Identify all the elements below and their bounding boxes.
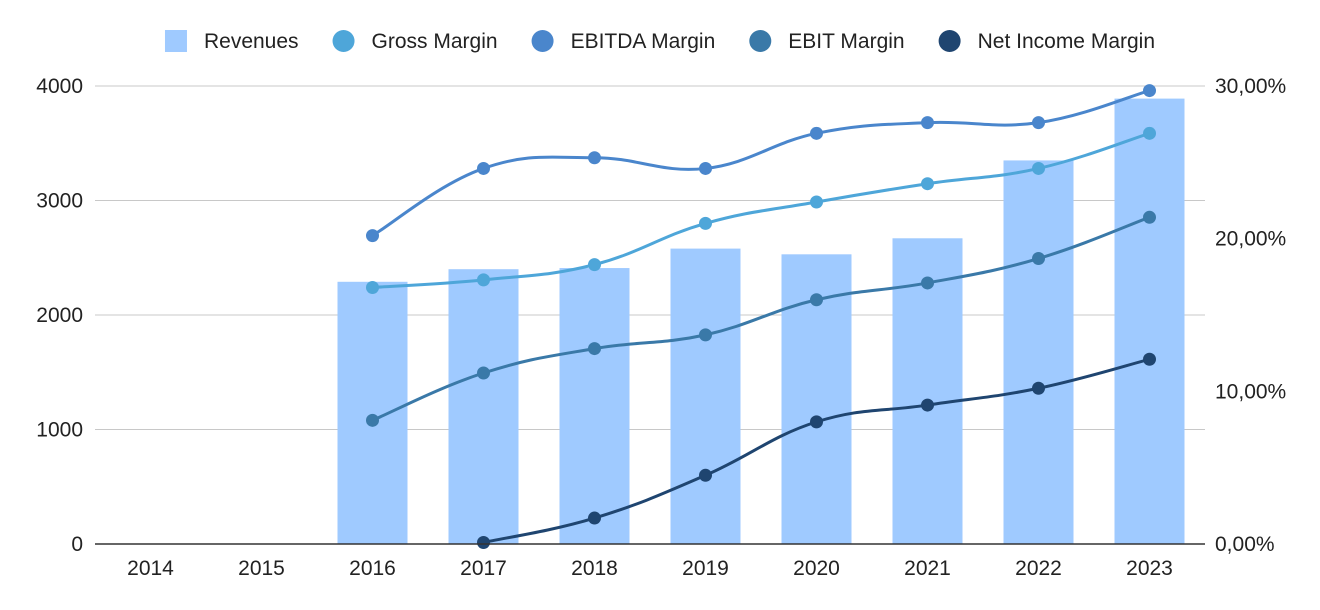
x-tick-label: 2016: [349, 557, 396, 580]
x-tick-label: 2022: [1015, 557, 1062, 580]
point-ebitda-margin-2018: [588, 151, 601, 165]
axes: 0 1000 2000 3000 4000 0,00% 10,00% 20,00% 30,00%…: [36, 75, 1286, 580]
point-ebitda-margin-2021: [921, 116, 934, 130]
y-left-tick-label: 3000: [36, 190, 83, 213]
point-ebitda-margin-2016: [366, 229, 379, 243]
point-ebit-margin-2021: [921, 276, 934, 290]
point-gross-margin-2023: [1143, 126, 1156, 140]
point-ebitda-margin-2022: [1032, 116, 1045, 130]
legend-swatch: [749, 30, 772, 52]
legend-item-gross-margin[interactable]: Gross Margin: [332, 30, 498, 53]
legend-label: EBIT Margin: [788, 30, 904, 53]
bar-revenues-2022: [1003, 160, 1074, 545]
legend-label: EBITDA Margin: [571, 30, 716, 53]
bar-revenues-2016: [337, 281, 408, 544]
point-net-income-margin-2019: [699, 468, 712, 482]
point-gross-margin-2017: [477, 273, 490, 287]
y-left-tick-label: 4000: [36, 75, 83, 98]
point-ebitda-margin-2017: [477, 161, 490, 175]
x-tick-label: 2017: [460, 557, 507, 580]
x-tick-label: 2019: [682, 557, 729, 580]
y-right-tick-label: 30,00%: [1215, 75, 1286, 98]
point-gross-margin-2018: [588, 258, 601, 272]
bar-revenues-2018: [559, 268, 630, 544]
point-gross-margin-2020: [810, 195, 823, 209]
x-tick-label: 2014: [127, 557, 174, 580]
point-ebit-margin-2019: [699, 328, 712, 342]
x-tick-label: 2015: [238, 557, 285, 580]
legend: Revenues Gross Margin EBITDA Margin EBIT Ma…: [164, 30, 1155, 53]
point-gross-margin-2019: [699, 216, 712, 230]
y-left-tick-label: 1000: [36, 419, 83, 442]
point-net-income-margin-2018: [588, 511, 601, 525]
legend-item-ebit-margin[interactable]: EBIT Margin: [749, 30, 905, 53]
point-ebit-margin-2023: [1143, 210, 1156, 224]
x-tick-label: 2023: [1126, 557, 1173, 580]
point-ebit-margin-2018: [588, 342, 601, 356]
x-tick-label: 2021: [904, 557, 951, 580]
point-ebitda-margin-2020: [810, 126, 823, 140]
y-right-tick-label: 10,00%: [1215, 380, 1286, 403]
point-gross-margin-2021: [921, 177, 934, 191]
point-net-income-margin-2017: [477, 535, 490, 549]
y-right-tick-label: 20,00%: [1215, 228, 1286, 251]
x-tick-label: 2018: [571, 557, 618, 580]
legend-swatch: [164, 30, 187, 52]
bar-revenues-2023: [1114, 98, 1185, 544]
point-gross-margin-2022: [1032, 161, 1045, 175]
series-points: [366, 84, 1156, 549]
point-net-income-margin-2022: [1032, 381, 1045, 395]
line-gross-margin: [371, 131, 1151, 290]
point-ebit-margin-2022: [1032, 252, 1045, 266]
legend-swatch: [531, 30, 554, 52]
legend-swatch: [938, 30, 961, 52]
y-left-tick-label: 2000: [36, 304, 83, 327]
point-gross-margin-2016: [366, 281, 379, 295]
bar-revenues-2017: [448, 269, 519, 544]
legend-item-net-income-margin[interactable]: Net Income Margin: [938, 30, 1155, 53]
point-ebitda-margin-2023: [1143, 84, 1156, 98]
point-ebit-margin-2020: [810, 293, 823, 307]
legend-item-revenues[interactable]: Revenues: [164, 30, 299, 53]
point-ebitda-margin-2019: [699, 161, 712, 175]
legend-swatch: [332, 30, 355, 52]
x-tick-label: 2020: [793, 557, 840, 580]
y-left-tick-label: 0: [71, 533, 83, 556]
point-ebit-margin-2017: [477, 366, 490, 380]
point-ebit-margin-2016: [366, 413, 379, 427]
bar-revenues-2019: [670, 248, 741, 544]
point-net-income-margin-2023: [1143, 352, 1156, 366]
legend-label: Net Income Margin: [978, 30, 1155, 53]
point-net-income-margin-2020: [810, 415, 823, 429]
point-net-income-margin-2021: [921, 398, 934, 412]
bars: [337, 98, 1185, 545]
y-right-tick-label: 0,00%: [1215, 533, 1275, 556]
legend-label: Gross Margin: [372, 30, 498, 53]
legend-label: Revenues: [204, 30, 299, 53]
legend-item-ebitda-margin[interactable]: EBITDA Margin: [531, 30, 716, 53]
